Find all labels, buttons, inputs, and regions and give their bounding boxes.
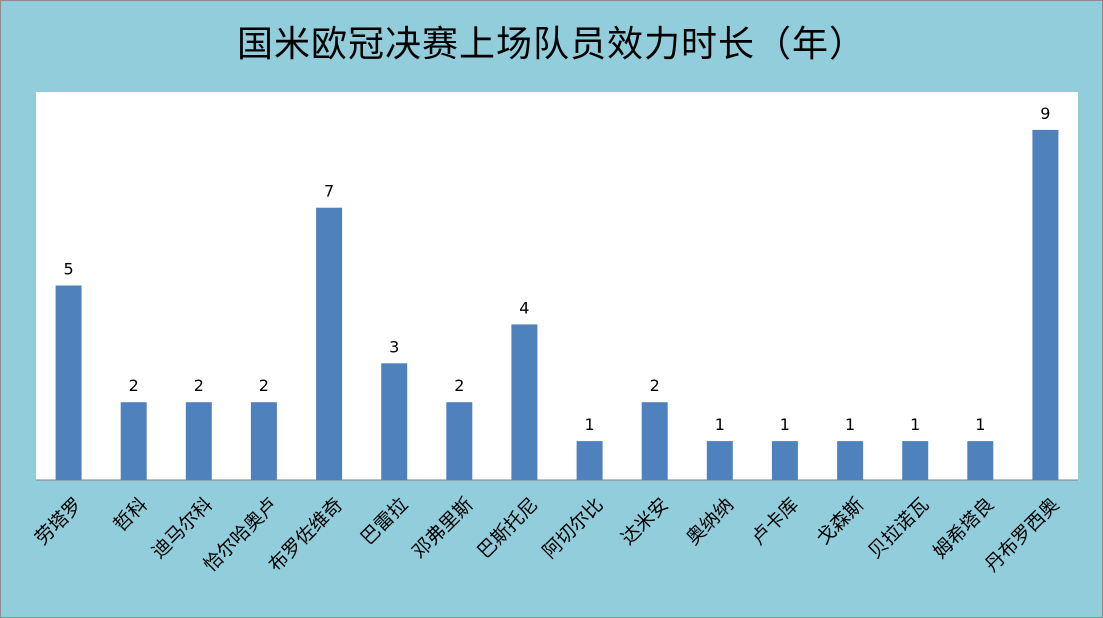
x-tick-label-2: 哲科 [109,494,151,536]
data-label-4: 2 [259,376,269,395]
chart-title: 国米欧冠决赛上场队员效力时长（年） [236,24,866,65]
bar-8 [511,324,538,480]
bar-14 [902,441,929,480]
bar-15 [967,441,994,480]
x-tick-label-8: 巴斯托尼 [473,494,542,563]
bar-5 [316,207,343,480]
x-tick-label-7: 邓弗里斯 [408,494,477,563]
data-label-7: 2 [454,376,464,395]
x-tick-label-14: 贝拉诺瓦 [864,494,933,563]
bar-1 [55,285,82,480]
x-tick-label-13: 戈森斯 [812,494,868,550]
bar-12 [771,441,798,480]
x-tick-label-1: 劳塔罗 [31,494,87,550]
bar-13 [837,441,864,480]
data-labels-group: 5 2 2 2 7 3 2 4 1 2 1 1 1 1 1 9 [64,104,1051,434]
bar-6 [381,363,408,480]
data-label-13: 1 [845,415,855,434]
data-label-10: 2 [650,376,660,395]
bars-group [55,129,1059,480]
bar-9 [576,441,603,480]
data-label-1: 5 [64,260,74,279]
x-tick-label-12: 卢卡库 [747,494,803,550]
bar-11 [706,441,733,480]
data-label-5: 7 [324,182,334,201]
bar-16 [1032,129,1059,480]
bar-7 [446,402,473,480]
x-tick-label-6: 巴雷拉 [356,494,412,550]
data-label-12: 1 [780,415,790,434]
data-label-14: 1 [910,415,920,434]
bar-10 [641,402,668,480]
x-tick-label-11: 奥纳纳 [682,494,738,550]
bar-3 [185,402,212,480]
bar-4 [250,402,277,480]
data-label-3: 2 [194,376,204,395]
x-tick-label-10: 达米安 [617,494,673,550]
data-label-6: 3 [389,337,399,356]
data-label-2: 2 [129,376,139,395]
data-label-15: 1 [975,415,985,434]
data-label-9: 1 [585,415,595,434]
x-tick-label-9: 阿切尔比 [538,494,607,563]
bar-2 [120,402,147,480]
data-label-11: 1 [715,415,725,434]
data-label-16: 9 [1040,104,1050,123]
data-label-8: 4 [519,298,529,317]
